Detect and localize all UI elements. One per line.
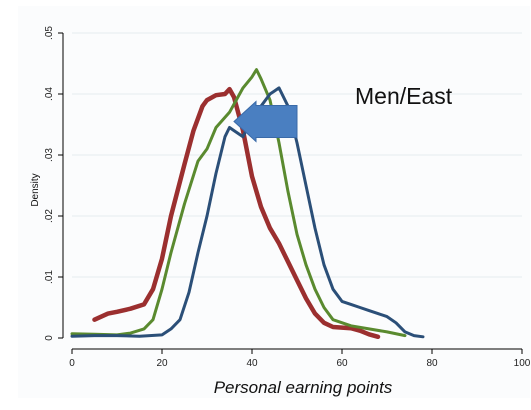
x-tick-label: 40 [246,358,258,369]
y-tick-label: .01 [44,270,55,284]
density-line-3 [70,86,425,339]
series-layer [70,68,425,340]
y-tick-label: 0 [44,335,55,341]
density-line-1 [92,86,381,340]
annotation-men-east: Men/East [355,83,453,109]
x-tick-label: 0 [69,358,75,369]
y-tick-label: .05 [44,26,55,40]
axis-layer: 0 .01 .02 .03 .04 .05 0 20 40 60 80 100 [44,26,531,369]
x-tick-label: 60 [336,358,348,369]
y-tick-label: .04 [44,87,55,101]
graph-region [18,6,530,398]
x-tick-label: 100 [514,358,531,369]
y-axis-title: Density [30,173,41,206]
x-tick-label: 80 [426,358,438,369]
density-line-2 [70,68,407,338]
x-axis-title: Personal earning points [214,378,393,397]
y-tick-label: .03 [44,148,55,162]
left-arrow-shape [233,100,298,143]
y-tick-label: .02 [44,209,55,223]
grid-layer [72,32,522,278]
x-tick-label: 20 [156,358,168,369]
arrow-layer [233,100,298,143]
